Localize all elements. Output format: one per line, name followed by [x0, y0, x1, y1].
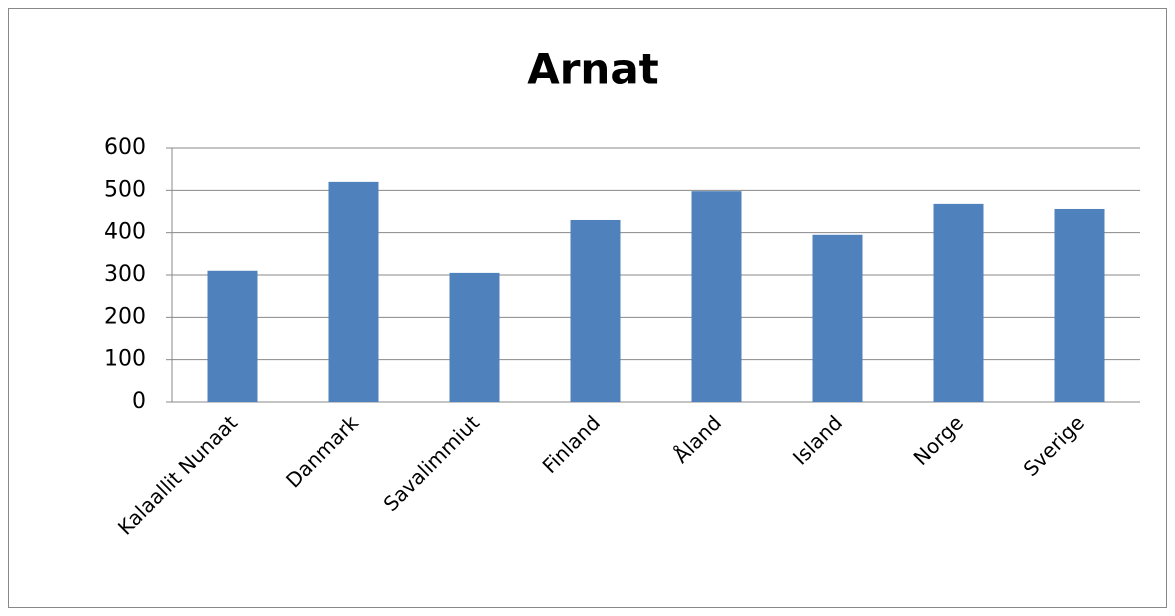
bar [328, 181, 379, 402]
y-tick-label: 300 [104, 262, 146, 287]
bar [933, 203, 984, 402]
bar [207, 270, 258, 402]
y-tick-label: 500 [104, 177, 146, 202]
bar [1054, 208, 1105, 402]
y-tick-label: 100 [104, 347, 146, 372]
y-tick-label: 200 [104, 304, 146, 329]
bar [691, 191, 742, 402]
chart-title: Arnat [527, 45, 659, 94]
bar [812, 234, 863, 402]
y-tick-label: 600 [104, 135, 146, 160]
bar [570, 219, 621, 402]
y-tick-label: 400 [104, 220, 146, 245]
bar [449, 272, 500, 402]
y-tick-label: 0 [132, 389, 146, 414]
